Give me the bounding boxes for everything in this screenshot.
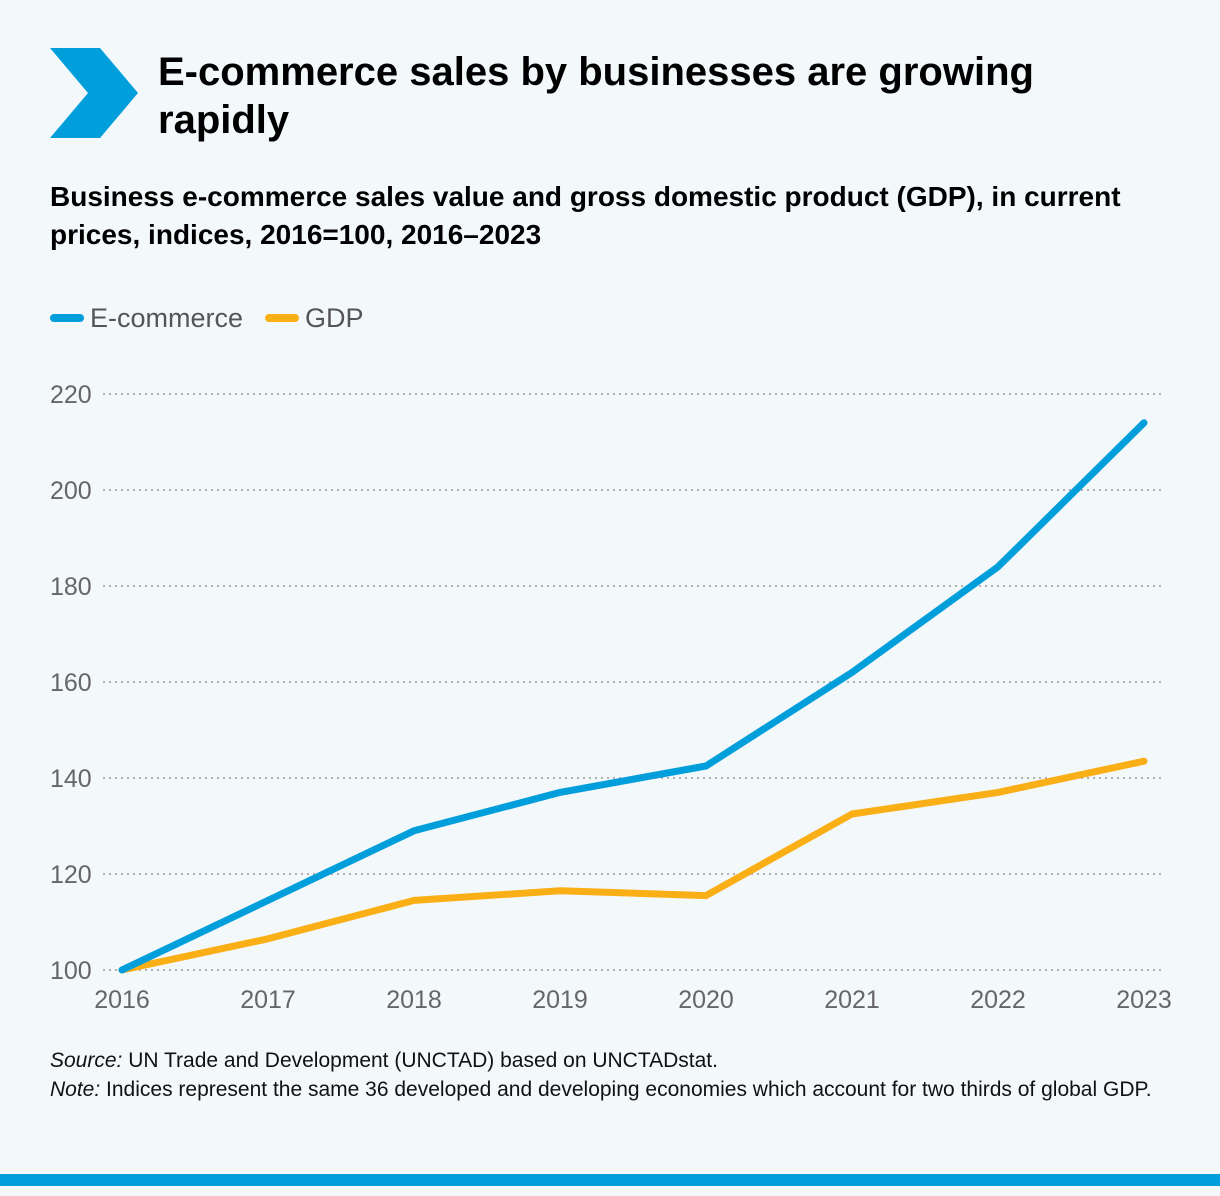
y-tick-label-160: 160 [50,669,92,697]
series-line-e-commerce [118,419,1148,974]
legend-swatch-ecommerce [50,314,84,322]
y-tick-label-140: 140 [50,765,92,793]
chart-subtitle: Business e-commerce sales value and gros… [50,181,1121,250]
y-tick-label-220: 220 [50,381,92,409]
y-tick-label-200: 200 [50,477,92,505]
chart-title: E-commerce sales by businesses are growi… [158,50,1034,142]
chevron-right-icon [50,48,138,138]
x-tick-label-2022: 2022 [970,986,1026,1014]
chevron-shape [50,48,138,138]
x-tick-label-2023: 2023 [1116,986,1172,1014]
legend-label-ecommerce: E-commerce [90,302,244,333]
y-tick-label-120: 120 [50,861,92,889]
source-text: UN Trade and Development (UNCTAD) based … [122,1049,718,1072]
legend-swatch-gdp [265,314,300,322]
line-chart: 100 120 140 160 180 200 220 2016 2017 2018 2019 202… [50,381,1172,1014]
legend-item-gdp: GDP [265,303,364,334]
note-text: Indices represent the same 36 developed … [100,1078,1152,1101]
x-tick-label-2020: 2020 [678,986,734,1014]
series-line-gdp [118,757,1148,974]
legend-label-gdp: GDP [305,302,364,333]
source-note: Source: UN Trade and Development (UNCTAD… [50,1046,1180,1075]
x-tick-label-2017: 2017 [240,986,296,1014]
legend: E-commerce GDP [50,300,364,336]
x-tick-label-2021: 2021 [824,986,880,1014]
x-tick-label-2019: 2019 [532,986,588,1014]
bottom-accent-bar [0,1174,1220,1186]
y-tick-label-100: 100 [50,957,92,985]
legend-item-ecommerce: E-commerce [50,303,243,334]
note: Note: Indices represent the same 36 deve… [50,1075,1180,1104]
footnotes: Source: UN Trade and Development (UNCTAD… [50,1046,1180,1104]
x-tick-label-2018: 2018 [386,986,442,1014]
x-tick-label-2016: 2016 [94,986,150,1014]
note-label: Note: [50,1078,101,1101]
source-label: Source: [50,1049,123,1072]
y-tick-label-180: 180 [50,573,92,601]
